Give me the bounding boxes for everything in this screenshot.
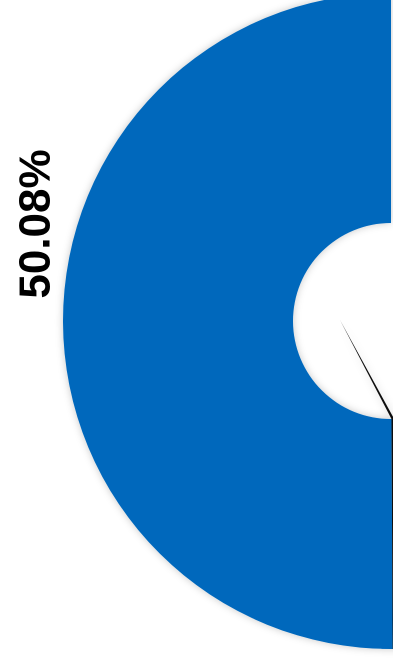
slice-main — [63, 0, 393, 649]
slices-group — [63, 0, 393, 649]
slice-percent-label: 50.08% — [11, 149, 60, 298]
slice-sliver-tip — [340, 320, 393, 419]
